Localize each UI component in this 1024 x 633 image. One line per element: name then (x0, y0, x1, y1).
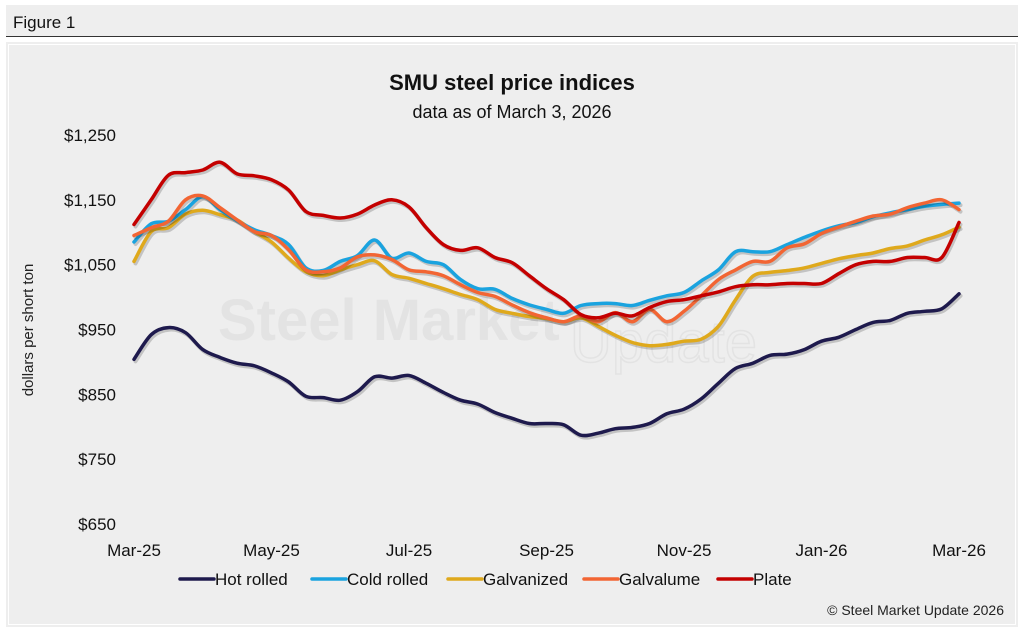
y-tick-label: $850 (78, 385, 116, 404)
y-tick-label: $750 (78, 450, 116, 469)
legend-label: Galvalume (619, 570, 700, 589)
y-tick-label: $1,250 (64, 126, 116, 145)
legend: Hot rolled Cold rolled Galvanized Galvalume… (178, 570, 792, 589)
legend-label: Cold rolled (347, 570, 428, 589)
series-line-galvalume (132, 193, 961, 324)
copyright-notice: © Steel Market Update 2026 (827, 602, 1004, 618)
series-line-plate (132, 160, 961, 320)
y-axis: $1,250 $1,150 $1,050 $950 $850 $750 $650 (64, 126, 116, 534)
legend-item-galvanized: Galvanized (446, 570, 568, 589)
legend-label: Plate (753, 570, 792, 589)
y-tick-label: $1,150 (64, 191, 116, 210)
y-tick-label: $650 (78, 515, 116, 534)
x-tick-label: Nov-25 (657, 541, 712, 560)
legend-label: Hot rolled (215, 570, 288, 589)
y-tick-label: $950 (78, 321, 116, 340)
figure-header: Figure 1 (6, 5, 1018, 37)
x-tick-label: Mar-26 (932, 541, 986, 560)
x-tick-label: Sep-25 (519, 541, 574, 560)
legend-item-cold-rolled: Cold rolled (310, 570, 428, 589)
legend-item-hot-rolled: Hot rolled (178, 570, 288, 589)
y-tick-label: $1,050 (64, 256, 116, 275)
x-tick-label: May-25 (243, 541, 300, 560)
figure-label: Figure 1 (13, 13, 76, 32)
x-tick-label: Mar-25 (107, 541, 161, 560)
legend-label: Galvanized (483, 570, 568, 589)
legend-item-galvalume: Galvalume (582, 570, 700, 589)
series-line-hot-rolled (132, 292, 961, 438)
chart-title: SMU steel price indices (389, 70, 635, 95)
x-axis: Mar-25 May-25 Jul-25 Sep-25 Nov-25 Jan-26 Mar-… (107, 541, 986, 560)
y-axis-label: dollars per short ton (20, 264, 37, 397)
legend-item-plate: Plate (716, 570, 792, 589)
x-tick-label: Jul-25 (386, 541, 432, 560)
series-lines (132, 160, 963, 440)
x-tick-label: Jan-26 (796, 541, 848, 560)
chart-subtitle: data as of March 3, 2026 (412, 102, 611, 122)
